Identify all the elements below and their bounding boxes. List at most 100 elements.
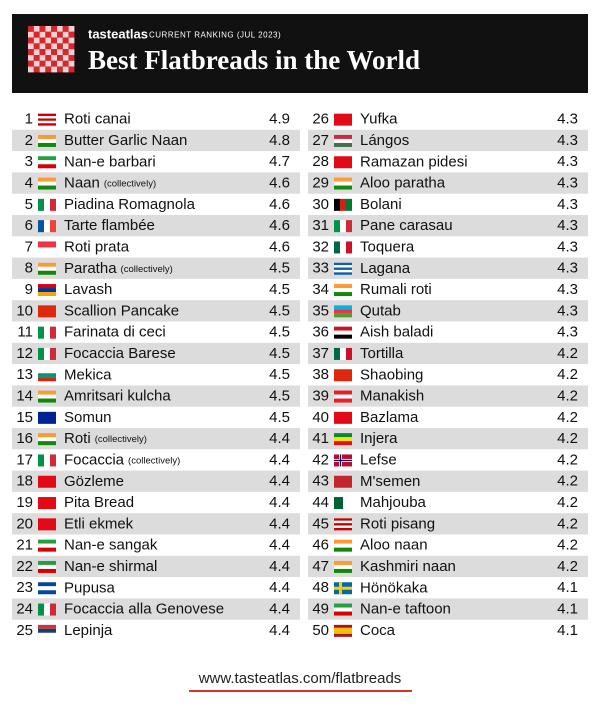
logo-cell [33,43,40,50]
flag [38,177,56,182]
dish-name: Scallion Pancake [64,302,179,319]
dish-name: Nan-e sangak [64,537,158,554]
dish: Manakish [360,388,424,405]
flag [38,411,56,424]
flag [38,116,56,119]
flag [334,134,352,139]
flag [334,518,352,521]
dish-name: Injera [360,430,398,447]
row-bg [308,513,588,535]
dish-name: Lavash [64,281,112,298]
score: 4.5 [269,324,290,341]
dish-name: Butter Garlic Naan [64,132,187,149]
dish-name: Piadina Romagnola [64,196,196,213]
rank: 8 [25,260,33,277]
flag [346,241,352,254]
score: 4.2 [557,345,578,362]
dish: Lagana [360,260,411,277]
flag [38,624,56,629]
score: 4.3 [557,132,578,149]
flag [334,564,352,569]
flag [38,326,44,339]
rank: 18 [16,473,33,490]
rank: 34 [312,281,329,298]
flag [38,185,56,190]
score: 4.5 [269,366,290,383]
row-bg [12,172,300,194]
logo-cell [57,66,63,73]
rank: 37 [312,345,329,362]
logo-cell [68,37,75,44]
score: 4.6 [269,238,290,255]
flag [340,220,346,233]
flag [38,394,56,399]
brand: tasteatlas [88,26,148,41]
score: 4.3 [557,175,578,192]
rank: 49 [312,601,329,618]
row-bg [308,257,588,279]
logo-cell [28,60,34,67]
dish-name: Nan-e shirmal [64,558,157,575]
flag [38,390,56,395]
ranking-table: 1 Roti canai 4.9 2 Butter Garlic Naan 4.8 3 Nan… [12,111,588,639]
logo-cell [62,66,69,73]
flag [334,181,352,186]
flag [50,326,56,339]
flag [334,520,352,524]
dish: Roti canai [64,111,131,128]
flag [340,241,346,254]
logo-cell [33,66,40,73]
score: 4.3 [557,260,578,277]
flag [38,582,56,587]
row-bg [12,513,300,535]
row-bg [308,172,588,194]
dish: Lavash [64,281,112,298]
score: 4.1 [557,579,578,596]
rank: 41 [312,430,329,447]
logo-cell [57,60,63,67]
flag [334,262,352,266]
score: 4.5 [269,302,290,319]
dish-name: Coca [360,622,396,639]
dish-name: Qutab [360,302,401,319]
rank: 45 [312,515,329,532]
logo-cell [68,60,75,67]
flag [38,284,56,289]
flag [38,156,56,161]
flag [44,326,50,339]
header-bg [12,14,588,93]
score: 4.4 [269,622,290,639]
row-bg [12,555,300,578]
row-bg [12,342,300,365]
score: 4.2 [557,473,578,490]
flag [38,347,44,360]
flag [38,377,56,382]
dish-note: (collectively) [128,455,180,466]
row-bg [308,215,588,237]
flag [38,433,56,438]
dish-name: Tortilla [360,345,404,362]
row-bg [12,428,300,450]
rank: 16 [16,430,33,447]
rank: 14 [16,388,33,405]
logo-cell [33,60,40,67]
flag [334,475,352,488]
flag [50,347,56,360]
flag [334,547,352,552]
flag [334,198,340,211]
rank: 27 [312,132,329,149]
flag [334,326,352,331]
flag [38,437,56,442]
flag [334,568,352,573]
logo-cell [33,26,40,32]
logo-cell [57,55,63,61]
flag [334,603,352,608]
logo-cell [62,31,69,38]
row-bg [308,385,588,407]
score: 4.2 [557,537,578,554]
flag [334,288,352,293]
dish-name: Lefse [360,451,397,468]
flag [334,630,352,634]
flag [38,373,56,378]
logo-cell [45,66,52,73]
